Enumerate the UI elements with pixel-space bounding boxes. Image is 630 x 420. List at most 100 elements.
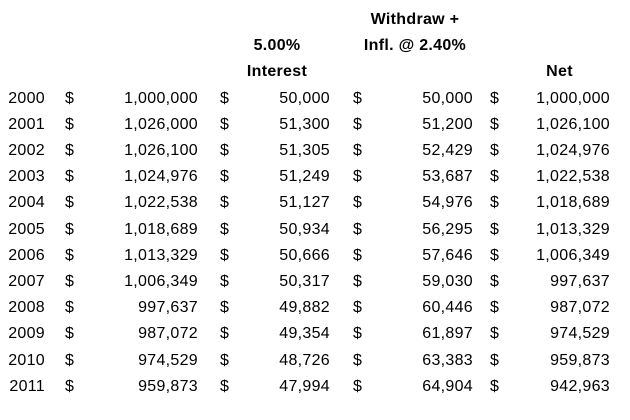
currency-symbol: $ bbox=[220, 351, 230, 369]
currency-symbol: $ bbox=[353, 168, 363, 186]
empty-cell bbox=[0, 7, 55, 33]
retirement-projection-table: Withdraw + 5.00% Infl. @ 2.40% Interest … bbox=[0, 7, 617, 400]
empty-cell bbox=[0, 33, 55, 59]
cell-withdrawal: $59,030 bbox=[337, 269, 480, 295]
cell-withdrawal-amount: 54,976 bbox=[422, 194, 473, 212]
cell-net: $959,873 bbox=[480, 347, 617, 373]
cell-year: 2004 bbox=[8, 194, 45, 212]
cell-balance-amount: 1,000,000 bbox=[124, 89, 198, 107]
cell-withdrawal-amount: 63,383 bbox=[422, 351, 473, 369]
cell-net: $997,637 bbox=[480, 269, 617, 295]
cell-net-amount: 1,013,329 bbox=[536, 220, 610, 238]
cell-withdrawal-amount: 60,446 bbox=[422, 299, 473, 317]
cell-interest: $50,000 bbox=[205, 86, 337, 112]
cell-net: $1,000,000 bbox=[480, 86, 617, 112]
cell-interest-amount: 50,317 bbox=[279, 272, 330, 290]
currency-symbol: $ bbox=[490, 142, 500, 160]
currency-symbol: $ bbox=[490, 246, 500, 264]
cell-withdrawal: $64,904 bbox=[337, 374, 480, 400]
cell-withdrawal-amount: 59,030 bbox=[422, 272, 473, 290]
cell-interest-amount: 51,127 bbox=[279, 194, 330, 212]
currency-symbol: $ bbox=[220, 194, 230, 212]
cell-balance: $1,018,689 bbox=[55, 217, 205, 243]
currency-symbol: $ bbox=[353, 299, 363, 317]
currency-symbol: $ bbox=[490, 299, 500, 317]
cell-withdrawal-amount: 51,200 bbox=[422, 115, 473, 133]
cell-balance: $1,026,100 bbox=[55, 138, 205, 164]
currency-symbol: $ bbox=[353, 272, 363, 290]
cell-balance-amount: 1,022,538 bbox=[124, 194, 198, 212]
currency-symbol: $ bbox=[353, 115, 363, 133]
cell-year: 2009 bbox=[8, 325, 45, 343]
cell-withdrawal-amount: 53,687 bbox=[422, 168, 473, 186]
currency-symbol: $ bbox=[490, 272, 500, 290]
cell-interest-amount: 47,994 bbox=[279, 377, 330, 395]
header-withdraw-line2: Infl. @ 2.40% bbox=[363, 37, 467, 55]
cell-interest-amount: 51,300 bbox=[279, 115, 330, 133]
header-withdraw-line1: Withdraw + bbox=[370, 11, 460, 29]
cell-interest: $49,882 bbox=[205, 295, 337, 321]
cell-year: 2007 bbox=[8, 272, 45, 290]
cell-year: 2003 bbox=[8, 168, 45, 186]
currency-symbol: $ bbox=[220, 325, 230, 343]
cell-interest-amount: 51,305 bbox=[279, 142, 330, 160]
cell-net-amount: 1,006,349 bbox=[536, 246, 610, 264]
cell-withdrawal: $57,646 bbox=[337, 243, 480, 269]
cell-interest-amount: 49,354 bbox=[279, 325, 330, 343]
cell-net: $987,072 bbox=[480, 295, 617, 321]
cell-withdrawal: $54,976 bbox=[337, 190, 480, 216]
empty-cell bbox=[337, 59, 480, 85]
cell-year: 2006 bbox=[8, 246, 45, 264]
currency-symbol: $ bbox=[65, 220, 75, 238]
cell-net: $1,024,976 bbox=[480, 138, 617, 164]
cell-net-amount: 1,000,000 bbox=[536, 89, 610, 107]
cell-interest: $51,127 bbox=[205, 190, 337, 216]
cell-interest-amount: 50,000 bbox=[279, 89, 330, 107]
currency-symbol: $ bbox=[65, 89, 75, 107]
cell-interest: $50,666 bbox=[205, 243, 337, 269]
cell-withdrawal: $53,687 bbox=[337, 164, 480, 190]
cell-year: 2005 bbox=[8, 220, 45, 238]
currency-symbol: $ bbox=[353, 351, 363, 369]
cell-withdrawal: $56,295 bbox=[337, 217, 480, 243]
cell-balance-amount: 1,013,329 bbox=[124, 246, 198, 264]
cell-year: 2010 bbox=[8, 351, 45, 369]
cell-net-amount: 987,072 bbox=[550, 299, 610, 317]
currency-symbol: $ bbox=[65, 351, 75, 369]
cell-interest: $49,354 bbox=[205, 321, 337, 347]
currency-symbol: $ bbox=[65, 168, 75, 186]
currency-symbol: $ bbox=[353, 194, 363, 212]
currency-symbol: $ bbox=[65, 246, 75, 264]
cell-withdrawal: $52,429 bbox=[337, 138, 480, 164]
cell-interest: $50,934 bbox=[205, 217, 337, 243]
currency-symbol: $ bbox=[490, 115, 500, 133]
header-net-label: Net bbox=[546, 63, 573, 81]
empty-cell bbox=[0, 59, 55, 85]
cell-interest: $50,317 bbox=[205, 269, 337, 295]
currency-symbol: $ bbox=[220, 89, 230, 107]
cell-net-amount: 1,018,689 bbox=[536, 194, 610, 212]
cell-net-amount: 974,529 bbox=[550, 325, 610, 343]
currency-symbol: $ bbox=[353, 325, 363, 343]
cell-year: 2001 bbox=[8, 115, 45, 133]
cell-net: $1,022,538 bbox=[480, 164, 617, 190]
cell-withdrawal-amount: 52,429 bbox=[422, 142, 473, 160]
cell-balance: $1,024,976 bbox=[55, 164, 205, 190]
cell-balance-amount: 997,637 bbox=[138, 299, 198, 317]
cell-interest: $47,994 bbox=[205, 374, 337, 400]
empty-cell bbox=[55, 59, 205, 85]
cell-balance: $997,637 bbox=[55, 295, 205, 321]
currency-symbol: $ bbox=[65, 325, 75, 343]
cell-interest: $48,726 bbox=[205, 347, 337, 373]
cell-net-amount: 1,024,976 bbox=[536, 142, 610, 160]
cell-withdrawal: $61,897 bbox=[337, 321, 480, 347]
cell-net: $974,529 bbox=[480, 321, 617, 347]
currency-symbol: $ bbox=[65, 377, 75, 395]
cell-balance: $974,529 bbox=[55, 347, 205, 373]
cell-withdrawal: $51,200 bbox=[337, 112, 480, 138]
cell-net: $942,963 bbox=[480, 374, 617, 400]
cell-withdrawal-amount: 50,000 bbox=[422, 89, 473, 107]
cell-balance-amount: 1,026,100 bbox=[124, 142, 198, 160]
cell-balance: $1,000,000 bbox=[55, 86, 205, 112]
cell-balance: $959,873 bbox=[55, 374, 205, 400]
